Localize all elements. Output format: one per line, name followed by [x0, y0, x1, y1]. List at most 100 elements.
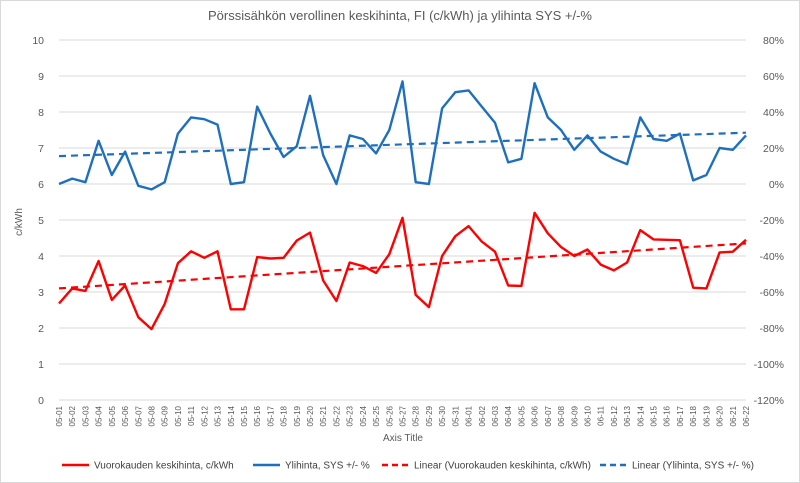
data-point	[401, 217, 403, 219]
data-point	[586, 134, 588, 136]
x-tick-label: 05-22	[332, 405, 341, 426]
y2-tick-label: -80%	[759, 323, 784, 335]
x-tick-label: 06-18	[689, 405, 698, 426]
series-1	[58, 80, 747, 191]
x-tick-label: 06-01	[465, 405, 474, 426]
series-0	[58, 211, 747, 331]
x-tick-label: 06-16	[663, 405, 672, 426]
x-tick-label: 05-01	[55, 405, 64, 426]
x-tick-label: 05-17	[266, 405, 275, 426]
data-point	[401, 80, 403, 82]
data-point	[467, 225, 469, 227]
data-point	[375, 152, 377, 154]
data-point	[520, 158, 522, 160]
x-tick-label: 05-02	[68, 405, 77, 426]
data-point	[58, 302, 60, 304]
data-point	[190, 250, 192, 252]
x-tick-label: 05-25	[372, 405, 381, 426]
data-point	[718, 251, 720, 253]
data-point	[454, 91, 456, 93]
x-tick-label: 05-29	[425, 405, 434, 426]
data-point	[652, 238, 654, 240]
data-point	[269, 132, 271, 134]
data-point	[732, 149, 734, 151]
data-point	[666, 239, 668, 241]
data-point	[454, 235, 456, 237]
x-tick-label: 06-12	[610, 405, 619, 426]
x-tick-label: 05-16	[253, 405, 262, 426]
data-point	[216, 250, 218, 252]
x-axis-title: Axis Title	[383, 433, 423, 444]
data-point	[599, 263, 601, 265]
data-point	[84, 181, 86, 183]
data-point	[467, 89, 469, 91]
x-tick-label: 05-31	[451, 405, 460, 426]
data-point	[441, 255, 443, 257]
y2-tick-label: 80%	[763, 35, 784, 47]
data-point	[190, 116, 192, 118]
y2-tick-label: -120%	[754, 395, 784, 407]
x-tick-label: 05-09	[161, 405, 170, 426]
data-point	[111, 299, 113, 301]
x-tick-label: 05-10	[174, 405, 183, 426]
data-point	[230, 183, 232, 185]
data-point	[296, 145, 298, 147]
trendline	[58, 131, 747, 158]
series-line	[58, 211, 747, 331]
data-point	[150, 328, 152, 330]
data-point	[137, 185, 139, 187]
x-tick-label: 06-04	[504, 405, 513, 426]
x-tick-label: 06-22	[742, 405, 751, 426]
data-point	[348, 134, 350, 136]
data-point	[296, 239, 298, 241]
data-point	[533, 82, 535, 84]
y-tick-label: 0	[38, 395, 44, 407]
data-point	[547, 116, 549, 118]
data-point	[586, 248, 588, 250]
x-tick-label: 05-14	[227, 405, 236, 426]
data-point	[679, 132, 681, 134]
data-point	[177, 132, 179, 134]
data-point	[335, 183, 337, 185]
series-line	[58, 80, 747, 191]
x-tick-label: 06-07	[544, 405, 553, 426]
data-point	[256, 256, 258, 258]
data-point	[415, 294, 417, 296]
x-tick-label: 05-07	[134, 405, 143, 426]
data-point	[718, 147, 720, 149]
x-tick-label: 05-24	[359, 405, 368, 426]
legend-item: Vuorokauden keskihinta, c/kWh	[62, 461, 234, 472]
x-tick-label: 06-20	[716, 405, 725, 426]
series-2	[58, 242, 747, 290]
data-point	[216, 123, 218, 125]
chart-title: Pörssisähkön verollinen keskihinta, FI (…	[207, 8, 592, 23]
data-point	[124, 150, 126, 152]
x-tick-label: 06-13	[623, 405, 632, 426]
data-point	[362, 265, 364, 267]
x-tick-label: 05-11	[187, 405, 196, 425]
data-point	[388, 253, 390, 255]
data-point	[507, 284, 509, 286]
y-tick-label: 7	[38, 143, 44, 155]
x-tick-label: 06-06	[531, 405, 540, 426]
legend-label: Vuorokauden keskihinta, c/kWh	[94, 461, 234, 472]
y2-tick-label: -60%	[759, 287, 784, 299]
y2-tick-label: -100%	[754, 359, 784, 371]
data-point	[348, 261, 350, 263]
y2-tick-label: -20%	[759, 215, 784, 227]
data-point	[71, 177, 73, 179]
data-point	[679, 239, 681, 241]
data-point	[705, 174, 707, 176]
x-tick-label: 05-30	[438, 405, 447, 426]
x-tick-label: 05-06	[121, 405, 130, 426]
x-tick-label: 05-26	[385, 405, 394, 426]
x-tick-label: 06-11	[597, 405, 606, 425]
x-tick-label: 05-20	[306, 405, 315, 426]
data-point	[613, 269, 615, 271]
data-point	[84, 290, 86, 292]
x-tick-label: 06-19	[702, 405, 711, 426]
data-point	[282, 156, 284, 158]
data-point	[137, 316, 139, 318]
y2-tick-label: 60%	[763, 71, 784, 83]
